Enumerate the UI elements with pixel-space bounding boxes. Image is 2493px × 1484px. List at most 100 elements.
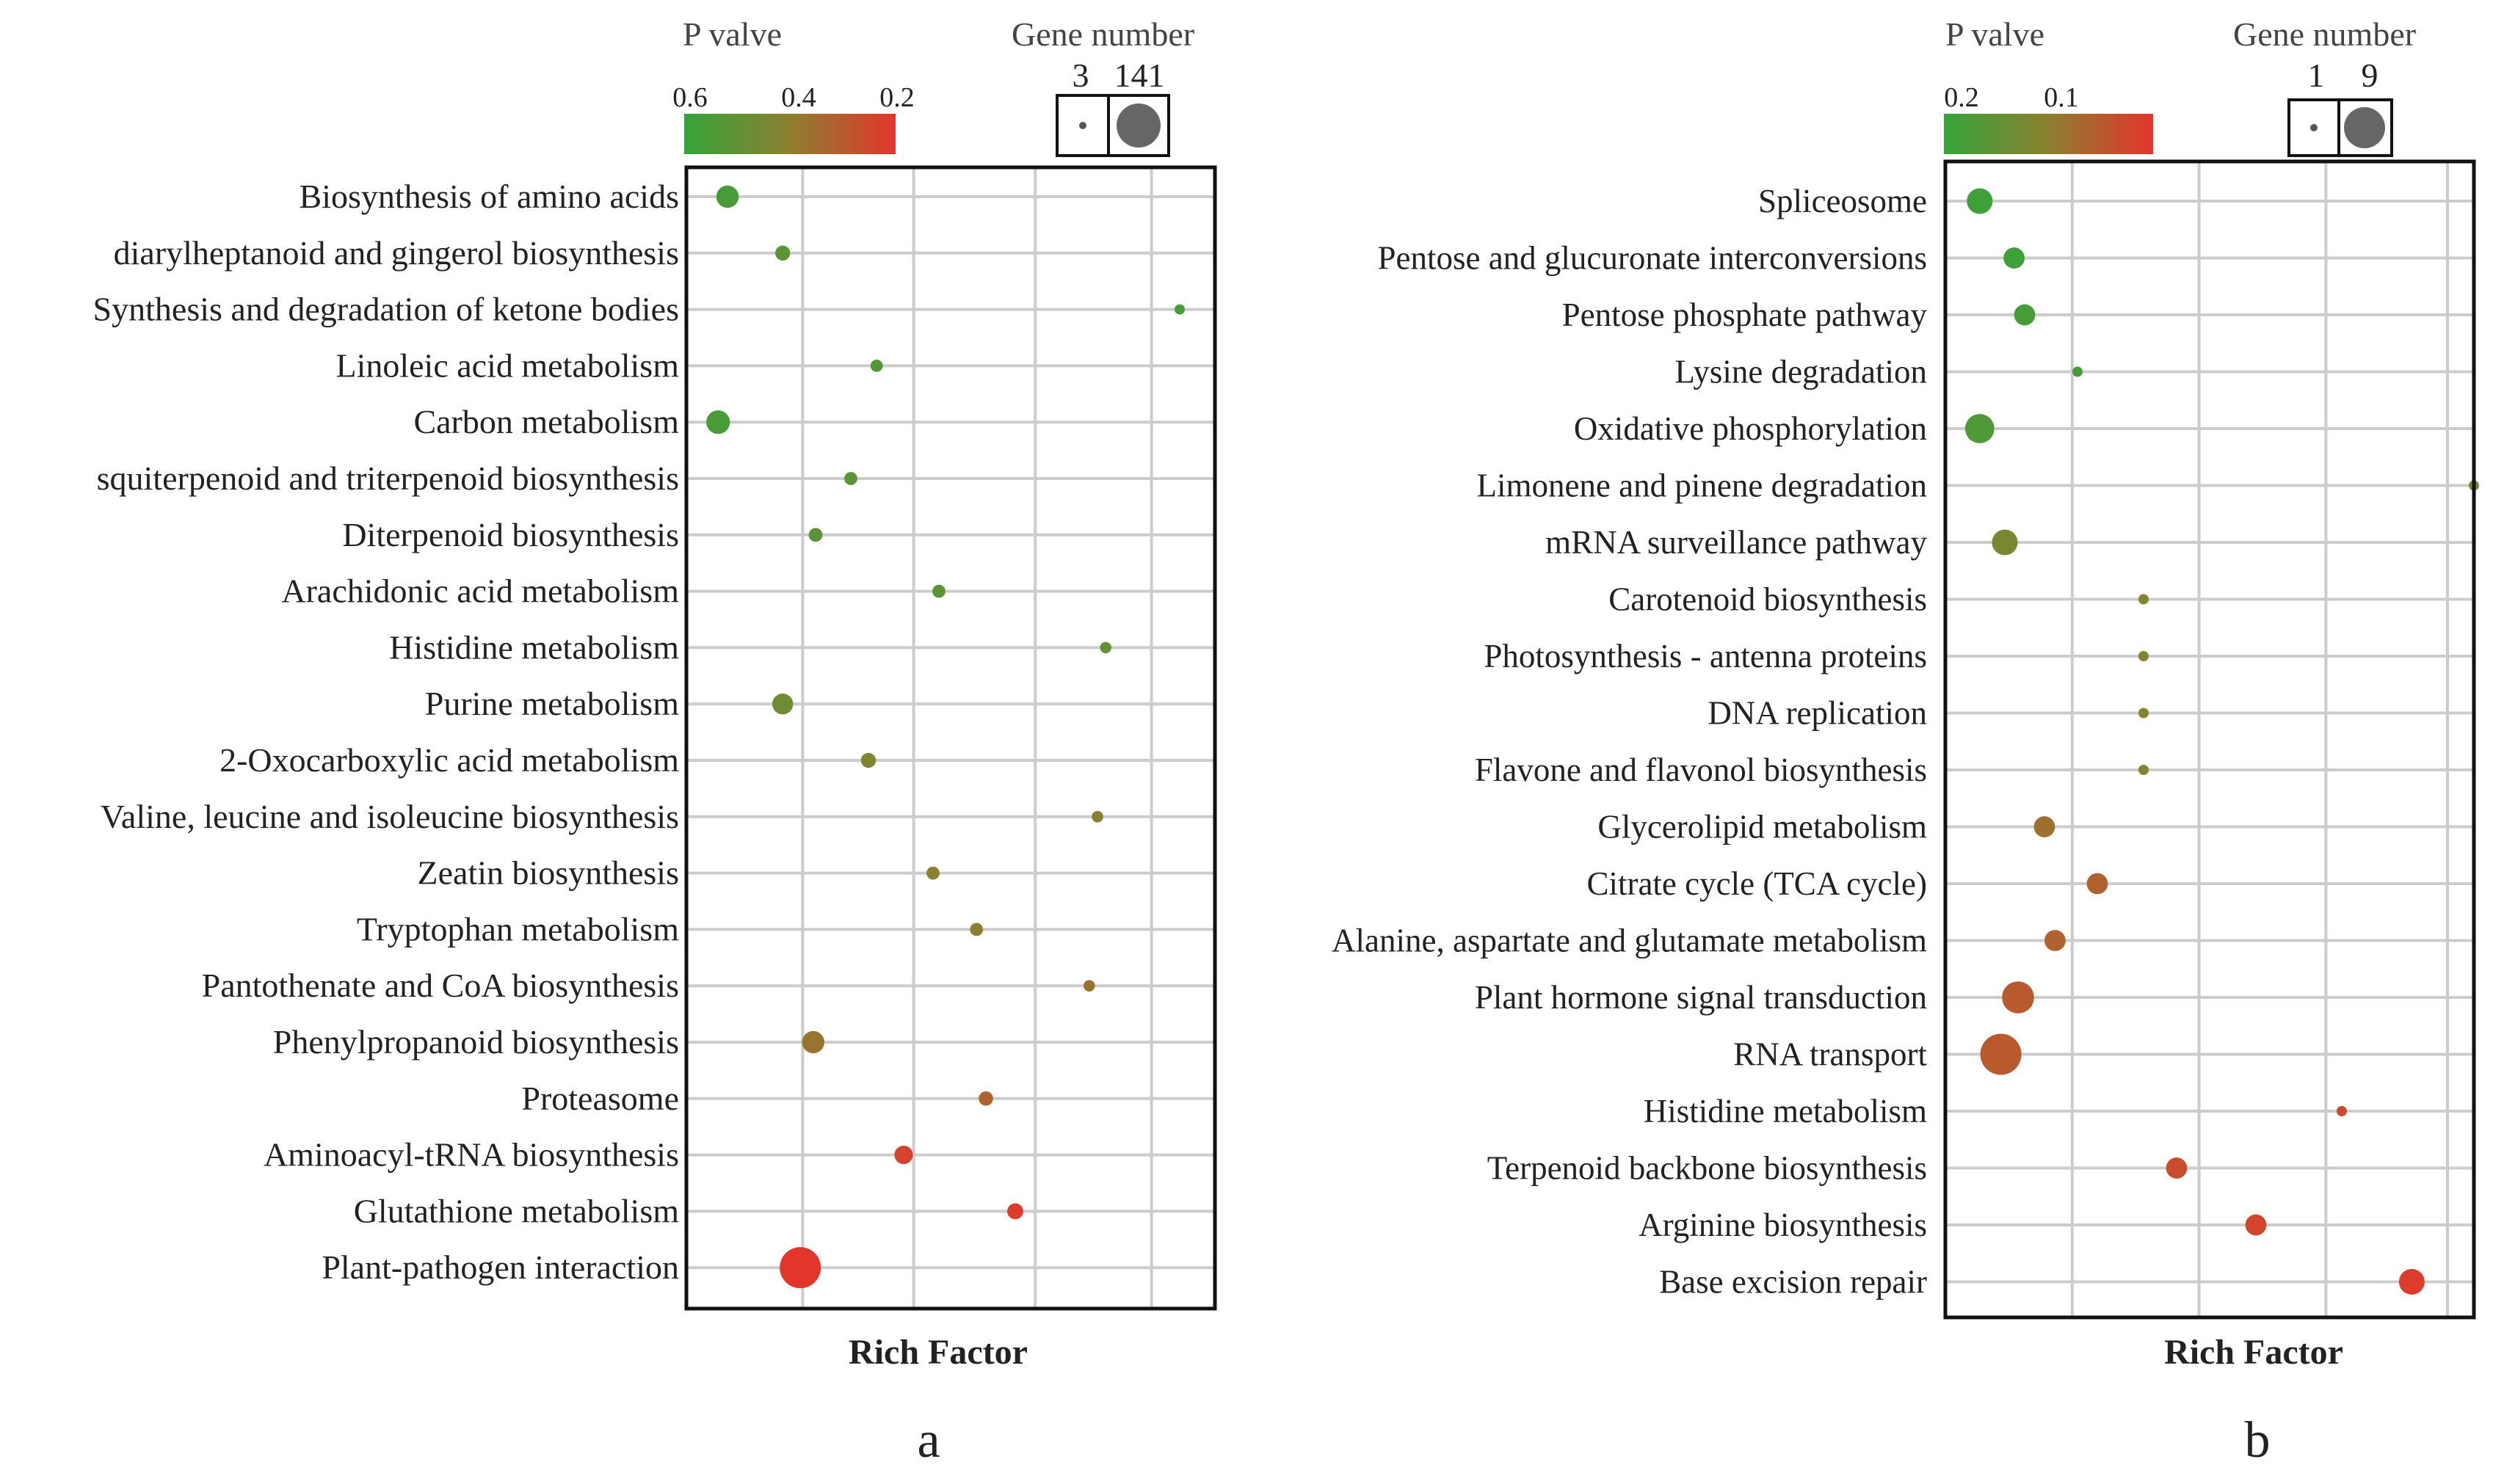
pvalue-tick-b-1: 0.1 xyxy=(2044,82,2079,113)
data-point-a-14 xyxy=(1084,980,1095,992)
size-key-small-b xyxy=(2310,124,2318,131)
category-label-a-8: Histidine metabolism xyxy=(389,628,679,666)
data-point-a-1 xyxy=(775,245,791,261)
data-point-b-11 xyxy=(2033,816,2055,837)
data-point-b-0 xyxy=(1967,188,1993,214)
category-label-b-17: Terpenoid backbone biosynthesis xyxy=(1487,1150,1927,1187)
data-point-a-10 xyxy=(860,752,877,768)
size-tick-b-1: 9 xyxy=(2362,57,2378,94)
category-label-a-15: Phenylpropanoid biosynthesis xyxy=(273,1023,679,1061)
size-tick-b-0: 1 xyxy=(2308,57,2325,94)
category-label-b-15: RNA transport xyxy=(1733,1036,1927,1073)
data-point-a-5 xyxy=(844,472,857,485)
category-label-a-1: diarylheptanoid and gingerol biosynthesi… xyxy=(114,234,679,272)
category-label-b-8: Photosynthesis - antenna proteins xyxy=(1484,638,1927,674)
data-point-b-13 xyxy=(2044,930,2066,951)
pvalue-tick-a-0: 0.6 xyxy=(672,82,708,113)
size-key-small-a xyxy=(1079,122,1086,129)
data-point-a-15 xyxy=(802,1030,825,1054)
category-label-a-19: Plant-pathogen interaction xyxy=(322,1248,679,1286)
data-point-b-4 xyxy=(1964,414,1995,443)
category-label-a-16: Proteasome xyxy=(521,1080,679,1117)
pvalue-legend-title-a: P valve xyxy=(683,15,782,53)
pvalue-tick-a-1: 0.4 xyxy=(781,82,816,113)
data-point-b-3 xyxy=(2072,366,2083,377)
category-label-b-12: Citrate cycle (TCA cycle) xyxy=(1586,865,1927,902)
category-label-a-17: Aminoacyl-tRNA biosynthesis xyxy=(264,1136,679,1174)
data-point-a-0 xyxy=(716,185,739,208)
category-label-b-16: Histidine metabolism xyxy=(1644,1093,1927,1130)
category-label-a-6: Diterpenoid biosynthesis xyxy=(342,516,679,553)
category-label-a-7: Arachidonic acid metabolism xyxy=(281,572,679,610)
data-point-a-16 xyxy=(979,1091,993,1106)
data-point-a-12 xyxy=(926,866,940,880)
category-labels-a: Biosynthesis of amino acids diarylheptano… xyxy=(93,178,680,1286)
data-point-a-3 xyxy=(870,360,883,372)
category-label-b-18: Arginine biosynthesis xyxy=(1639,1207,1927,1243)
data-point-b-17 xyxy=(2166,1157,2188,1179)
data-point-a-4 xyxy=(706,410,730,434)
pvalue-legend-title-b: P valve xyxy=(1945,15,2044,53)
data-point-b-19 xyxy=(2398,1269,2425,1295)
grid-a xyxy=(686,167,1215,1309)
data-point-a-9 xyxy=(772,694,794,715)
data-point-b-2 xyxy=(2014,304,2036,326)
panel-a: P valve 0.6 0.4 0.2 Gene number 3 141 Bi… xyxy=(93,15,1217,1469)
category-label-a-13: Tryptophan metabolism xyxy=(357,910,679,947)
data-point-b-7 xyxy=(2138,594,2149,605)
pvalue-tick-b-0: 0.2 xyxy=(1944,82,1979,113)
category-label-a-2: Synthesis and degradation of ketone bodi… xyxy=(93,291,679,328)
category-label-a-18: Glutathione metabolism xyxy=(354,1192,680,1229)
plot-frame-b xyxy=(1943,159,2476,1320)
data-point-a-6 xyxy=(808,528,823,542)
category-label-b-6: mRNA surveillance pathway xyxy=(1545,524,1927,561)
size-key-large-a xyxy=(1117,103,1161,148)
category-label-b-14: Plant hormone signal transduction xyxy=(1475,979,1927,1016)
category-label-a-3: Linoleic acid metabolism xyxy=(335,346,679,384)
category-label-a-9: Purine metabolism xyxy=(425,685,679,722)
category-label-a-4: Carbon metabolism xyxy=(413,403,679,440)
size-key-box-large-b xyxy=(2337,98,2393,157)
data-point-b-12 xyxy=(2086,873,2108,895)
data-point-b-6 xyxy=(1992,529,2018,556)
points-a xyxy=(706,185,1185,1289)
category-label-b-10: Flavone and flavonol biosynthesis xyxy=(1475,752,1927,788)
data-point-b-8 xyxy=(2138,651,2149,661)
x-axis-label-b: Rich Factor xyxy=(2164,1333,2343,1372)
data-point-b-14 xyxy=(2002,981,2034,1014)
category-label-a-11: Valine, leucine and isoleucine biosynthe… xyxy=(101,798,679,835)
data-point-a-17 xyxy=(894,1146,913,1165)
data-point-b-9 xyxy=(2138,708,2149,719)
size-tick-a-1: 141 xyxy=(1114,57,1165,94)
panel-b: P valve 0.2 0.1 Gene number 1 9 Spliceos… xyxy=(1332,15,2479,1469)
category-label-b-7: Carotenoid biosynthesis xyxy=(1608,581,1927,618)
category-label-b-2: Pentose phosphate pathway xyxy=(1562,297,1928,333)
category-label-b-4: Oxidative phosphorylation xyxy=(1574,410,1927,447)
pvalue-tick-a-2: 0.2 xyxy=(879,82,915,113)
data-point-a-19 xyxy=(780,1247,821,1289)
category-label-b-9: DNA replication xyxy=(1708,695,1927,732)
data-point-b-16 xyxy=(2337,1106,2347,1116)
grid-b xyxy=(1945,161,2474,1317)
data-point-b-1 xyxy=(2003,247,2025,269)
category-label-b-3: Lysine degradation xyxy=(1674,354,1927,390)
points-b xyxy=(1964,188,2479,1295)
size-key-large-b xyxy=(2344,107,2385,148)
data-point-a-18 xyxy=(1007,1203,1023,1220)
category-label-b-0: Spliceosome xyxy=(1758,183,1927,219)
panel-label-a: a xyxy=(917,1412,940,1469)
x-axis-label-a: Rich Factor xyxy=(849,1333,1028,1372)
category-label-b-5: Limonene and pinene degradation xyxy=(1476,468,1927,504)
pvalue-colorbar-a xyxy=(684,114,896,154)
data-point-a-11 xyxy=(1092,811,1103,823)
panel-label-b: b xyxy=(2245,1412,2271,1469)
size-legend-title-a: Gene number xyxy=(1012,15,1194,53)
data-point-b-10 xyxy=(2138,765,2149,775)
category-label-a-0: Biosynthesis of amino acids xyxy=(300,178,679,215)
data-point-a-8 xyxy=(1100,641,1111,654)
category-label-b-1: Pentose and glucuronate interconversions xyxy=(1377,240,1927,277)
category-label-b-13: Alanine, aspartate and glutamate metabol… xyxy=(1332,923,1927,959)
category-label-b-11: Glycerolipid metabolism xyxy=(1597,809,1927,845)
category-label-a-12: Zeatin biosynthesis xyxy=(418,854,679,892)
pvalue-colorbar-b xyxy=(1944,114,2153,154)
